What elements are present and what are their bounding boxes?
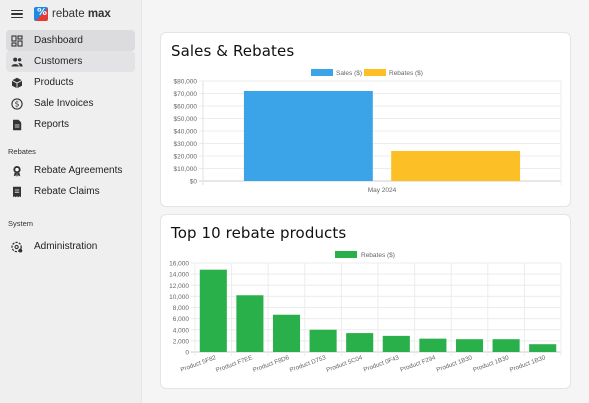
bar [455,339,484,352]
section-heading-rebates: Rebates [8,146,36,156]
y-tick-label: 4,000 [173,327,190,334]
bar [236,295,264,352]
x-tick-label: Product F7EE [215,354,254,374]
y-tick-label: 0 [185,350,189,357]
legend-label: Sales ($) [336,70,362,77]
y-tick-label: $40,000 [174,129,198,136]
x-tick-label: Product 1B30 [436,354,474,374]
receipt-icon [11,186,23,198]
sidebar-item-label: Customers [34,56,83,67]
sidebar-item-sale-invoices[interactable]: $ Sale Invoices [6,93,135,114]
bar [419,338,447,352]
y-tick-label: 10,000 [169,294,189,301]
x-tick-label: Product F294 [399,354,437,373]
bar [309,329,337,352]
x-tick-label: Product D753 [289,354,327,374]
sidebar-item-customers[interactable]: Customers [6,51,135,72]
y-tick-label: $50,000 [174,116,198,123]
main-nav: Dashboard Customers Products $ Sale Invo… [0,30,141,135]
sidebar-item-rebate-claims[interactable]: Rebate Claims [6,181,135,202]
y-tick-label: $0 [190,179,198,186]
y-tick-label: 8,000 [173,305,190,312]
rebates-nav: Rebate Agreements Rebate Claims [0,160,141,202]
x-tick-label: Product 1B30 [509,354,547,374]
legend-swatch [311,69,333,76]
award-icon [11,165,23,177]
y-tick-label: 2,000 [173,338,190,345]
y-tick-label: 12,000 [169,283,189,290]
y-tick-label: $80,000 [174,79,198,86]
y-tick-label: $30,000 [174,141,198,148]
x-tick-label: Product 1B30 [472,354,510,374]
y-tick-label: $70,000 [174,91,198,98]
people-icon [11,56,23,68]
sidebar-item-label: Rebate Agreements [34,165,123,176]
x-tick-label: Product 0F43 [363,354,401,373]
sidebar-item-label: Rebate Claims [34,186,100,197]
legend-label: Rebates ($) [361,252,395,259]
x-tick-label: Product 5C04 [325,354,363,374]
hamburger-menu-icon[interactable] [11,9,23,19]
bar [272,314,301,352]
sidebar-item-label: Products [34,77,74,88]
sidebar-item-label: Dashboard [34,35,83,46]
sidebar-item-administration[interactable]: Administration [6,236,135,257]
x-tick-label: Product F8D6 [252,354,291,374]
top-rebate-products-chart: 0 2,000 4,000 6,000 8,000 10,000 12,000 14,000 1… [169,251,562,374]
bar [492,339,520,352]
sidebar-item-label: Reports [34,119,70,130]
y-tick-label: 16,000 [169,261,189,268]
bar [199,269,227,352]
sidebar-item-reports[interactable]: Reports [6,114,135,135]
gear-icon [11,241,23,253]
section-heading-system: System [8,218,34,228]
legend-swatch [364,69,386,76]
brand-logo[interactable]: rebate max [34,7,111,21]
sidebar: rebate max Dashboard Customers Products … [0,0,142,403]
logo-icon [34,7,48,21]
sales-rebates-card: Sales & Rebates $0 $10,000 $20,000 $30,000 $… [160,32,571,207]
sidebar-item-products[interactable]: Products [6,72,135,93]
x-tick-label: Product 5F82 [180,354,218,373]
y-tick-label: $10,000 [174,166,198,173]
bar-sales [243,91,373,181]
sales-rebates-chart: $0 $10,000 $20,000 $30,000 $40,000 $50,000 $60… [174,69,562,194]
y-tick-label: $20,000 [174,154,198,161]
x-tick-label: May 2024 [368,187,397,194]
top-rebate-products-card: Top 10 rebate products 0 2,000 4,000 6,000 8… [160,214,571,389]
card-title: Sales & Rebates [171,42,295,60]
bar-rebates [391,151,521,181]
system-nav: Administration [0,236,141,257]
dashboard-icon [11,34,23,47]
sidebar-item-label: Administration [34,241,98,252]
legend-label: Rebates ($) [389,70,423,77]
y-tick-label: $60,000 [174,104,198,111]
brand-name: rebate max [52,8,111,20]
sidebar-header: rebate max [0,0,141,28]
box-icon [11,77,23,89]
legend-swatch [335,251,357,258]
document-icon [11,119,23,131]
card-title: Top 10 rebate products [171,224,347,242]
sidebar-item-label: Sale Invoices [34,98,94,109]
bar [346,333,374,352]
sidebar-item-dashboard[interactable]: Dashboard [6,30,135,51]
sidebar-item-rebate-agreements[interactable]: Rebate Agreements [6,160,135,181]
bar [382,335,410,352]
bar [529,344,557,352]
svg-text:$: $ [15,99,20,108]
y-tick-label: 6,000 [173,316,190,323]
y-tick-label: 14,000 [169,272,189,279]
dollar-circle-icon: $ [11,97,23,110]
